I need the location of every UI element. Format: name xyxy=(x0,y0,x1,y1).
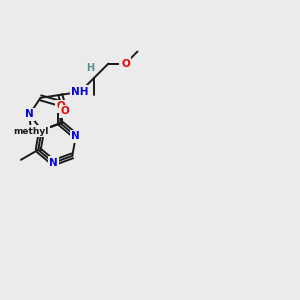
Text: O: O xyxy=(61,106,70,116)
Text: O: O xyxy=(56,101,65,111)
Text: N: N xyxy=(25,110,34,119)
Text: H: H xyxy=(86,63,94,73)
Text: methyl: methyl xyxy=(14,127,49,136)
Text: N: N xyxy=(49,158,58,168)
Text: NH: NH xyxy=(71,87,89,97)
Text: N: N xyxy=(71,131,80,141)
Text: O: O xyxy=(121,58,130,69)
